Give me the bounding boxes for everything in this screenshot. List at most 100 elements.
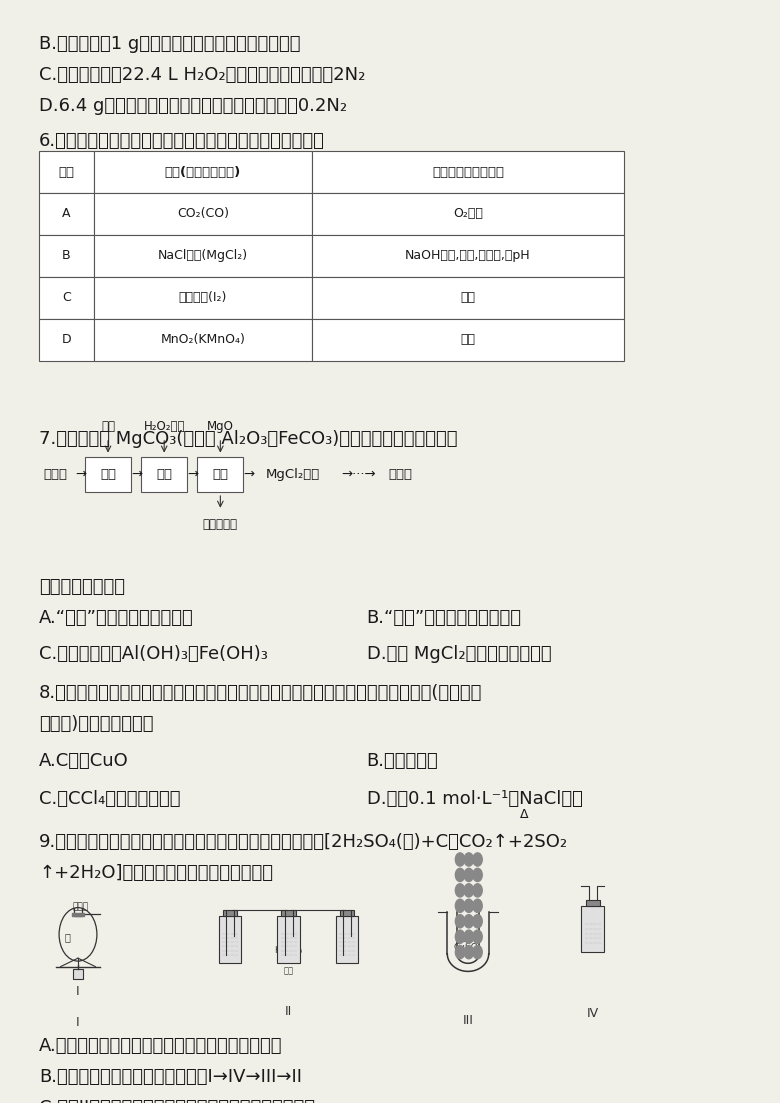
- Circle shape: [464, 853, 473, 866]
- Text: 选项: 选项: [58, 165, 74, 179]
- Text: II: II: [285, 1006, 292, 1018]
- Bar: [312, 193, 624, 235]
- Text: MgCl₂溶液: MgCl₂溶液: [266, 468, 321, 481]
- Text: O₂点燃: O₂点燃: [453, 207, 483, 221]
- Text: B.“氧化”时用稀硷酸代替更好: B.“氧化”时用稀硷酸代替更好: [367, 609, 522, 627]
- FancyBboxPatch shape: [197, 457, 243, 492]
- Circle shape: [473, 868, 482, 881]
- Text: →: →: [187, 468, 198, 481]
- Text: A.浓硫酸与碳反应中浓硫酸表现出酸性和强氧化性: A.浓硫酸与碳反应中浓硫酸表现出酸性和强氧化性: [39, 1037, 282, 1054]
- Text: 沉淠: 沉淠: [212, 468, 229, 481]
- Text: D.6.4 g铜与足量稀盐酸反应，转移的电子数目为0.2N₂: D.6.4 g铜与足量稀盐酸反应，转移的电子数目为0.2N₂: [39, 97, 347, 115]
- Text: 品红: 品红: [342, 927, 352, 935]
- Bar: [312, 151, 624, 193]
- Text: →···→: →···→: [342, 468, 376, 481]
- Text: 8.现有试管、导管、酒精灯、容量瓶、烧杯、表面皿、玻璃棒，选用这些玻璃仪器(非玻璃仪: 8.现有试管、导管、酒精灯、容量瓶、烧杯、表面皿、玻璃棒，选用这些玻璃仪器(非玻…: [39, 684, 482, 702]
- Text: 物质(括号内为杂质): 物质(括号内为杂质): [165, 165, 241, 179]
- Text: 溶液: 溶液: [342, 946, 352, 955]
- Text: H₂O₂溶液: H₂O₂溶液: [144, 420, 185, 433]
- Circle shape: [473, 930, 482, 943]
- Text: 器任选)能完成的实验是: 器任选)能完成的实验是: [39, 715, 154, 732]
- Text: →: →: [243, 468, 254, 481]
- Bar: [94, 151, 312, 193]
- Text: C.标准状况下，22.4 L H₂O₂含有的极性键的数目为2N₂: C.标准状况下，22.4 L H₂O₂含有的极性键的数目为2N₂: [39, 66, 365, 84]
- Circle shape: [473, 914, 482, 928]
- Text: NaCl溶液(MgCl₂): NaCl溶液(MgCl₂): [158, 249, 248, 263]
- Text: 溶液: 溶液: [284, 966, 293, 975]
- Text: CO₂(CO): CO₂(CO): [177, 207, 229, 221]
- Circle shape: [456, 868, 465, 881]
- Text: →: →: [131, 468, 142, 481]
- Circle shape: [456, 899, 465, 912]
- Text: 品红: 品红: [225, 927, 235, 935]
- Circle shape: [473, 945, 482, 959]
- Text: IV: IV: [587, 1007, 599, 1020]
- Text: KMnO₄: KMnO₄: [275, 946, 303, 955]
- Circle shape: [464, 868, 473, 881]
- Text: 灼烧: 灼烧: [460, 333, 476, 346]
- Text: C.装置II中酸性高锴酸鑶溶液左右品红溶液的作用不相同: C.装置II中酸性高锴酸鑶溶液左右品红溶液的作用不相同: [39, 1099, 315, 1103]
- Text: 沉淠混合物: 沉淠混合物: [203, 518, 238, 532]
- Circle shape: [473, 884, 482, 897]
- Text: B.质量分别为1 g的氧气和臭氧中，所含电子数相同: B.质量分别为1 g的氧气和臭氧中，所含电子数相同: [39, 35, 300, 53]
- Text: C: C: [62, 291, 71, 304]
- Text: 下列说法正确的是: 下列说法正确的是: [39, 578, 125, 596]
- Bar: [312, 319, 624, 361]
- Bar: [278, 917, 300, 963]
- Text: 分液: 分液: [460, 291, 476, 304]
- Text: 酒精溶液(I₂): 酒精溶液(I₂): [179, 291, 227, 304]
- Text: A.“酸浸”时溶液中有电子转移: A.“酸浸”时溶液中有电子转移: [39, 609, 193, 627]
- Text: MnO₂(KMnO₄): MnO₂(KMnO₄): [161, 333, 245, 346]
- Text: 酸浸: 酸浸: [100, 468, 116, 481]
- Circle shape: [456, 853, 465, 866]
- Text: 9.某同学在实验室选用下列实验装置，验证浓硫酸与碳反应[2H₂SO₄(浓)+C＝CO₂↑+2SO₂: 9.某同学在实验室选用下列实验装置，验证浓硫酸与碳反应[2H₂SO₄(浓)+C＝…: [39, 833, 568, 850]
- Text: 无水
CuSO₄: 无水 CuSO₄: [454, 933, 482, 952]
- Text: B.验证产物的正确连接顺序可能为I→IV→III→II: B.验证产物的正确连接顺序可能为I→IV→III→II: [39, 1068, 302, 1085]
- Bar: [340, 910, 354, 917]
- Text: 浓硫酸: 浓硫酸: [73, 902, 89, 911]
- Bar: [94, 235, 312, 277]
- Bar: [39, 235, 94, 277]
- Circle shape: [464, 945, 473, 959]
- Text: 碳: 碳: [64, 932, 70, 942]
- FancyBboxPatch shape: [85, 457, 131, 492]
- Text: 6.下列除杂方法选用的除杂试剂及主要操作方法均正确的是: 6.下列除杂方法选用的除杂试剂及主要操作方法均正确的是: [39, 132, 325, 150]
- Bar: [312, 277, 624, 319]
- Text: ↑+2H₂O]的生成产物。下列说法正确的是: ↑+2H₂O]的生成产物。下列说法正确的是: [39, 864, 273, 881]
- Circle shape: [464, 899, 473, 912]
- Text: B.粗盐的提纯: B.粗盐的提纯: [367, 752, 438, 770]
- Bar: [223, 910, 237, 917]
- Text: C.沉淠混合物为Al(OH)₃和Fe(OH)₃: C.沉淠混合物为Al(OH)₃和Fe(OH)₃: [39, 645, 268, 663]
- Text: 7.利用菱镇矿 MgCO₃(含杂质 Al₂O₃、FeCO₃)制取镇的工艺流程如下：: 7.利用菱镇矿 MgCO₃(含杂质 Al₂O₃、FeCO₃)制取镇的工艺流程如下…: [39, 430, 458, 448]
- Bar: [39, 319, 94, 361]
- Circle shape: [464, 914, 473, 928]
- Circle shape: [456, 930, 465, 943]
- Circle shape: [464, 930, 473, 943]
- Text: 澄清: 澄清: [588, 915, 597, 924]
- Circle shape: [473, 899, 482, 912]
- Text: MgO: MgO: [207, 420, 234, 433]
- Text: 盐酸: 盐酸: [101, 420, 115, 433]
- Bar: [94, 277, 312, 319]
- Text: A.C还原CuO: A.C还原CuO: [39, 752, 129, 770]
- Circle shape: [456, 884, 465, 897]
- Text: D: D: [62, 333, 71, 346]
- Bar: [312, 235, 624, 277]
- Text: Δ: Δ: [520, 807, 528, 821]
- Bar: [94, 319, 312, 361]
- Text: 石灰水: 石灰水: [585, 935, 601, 944]
- Circle shape: [456, 914, 465, 928]
- Bar: [282, 910, 296, 917]
- Text: B: B: [62, 249, 71, 263]
- Bar: [39, 193, 94, 235]
- Circle shape: [473, 853, 482, 866]
- Text: D.电解 MgCl₂溶液可得到金属镇: D.电解 MgCl₂溶液可得到金属镇: [367, 645, 551, 663]
- Bar: [39, 277, 94, 319]
- Text: 溶液: 溶液: [225, 946, 235, 955]
- Bar: [73, 970, 83, 979]
- FancyBboxPatch shape: [141, 457, 187, 492]
- Text: 氧化: 氧化: [156, 468, 172, 481]
- Text: I: I: [76, 985, 80, 998]
- Text: I: I: [76, 1016, 80, 1029]
- Bar: [586, 900, 600, 906]
